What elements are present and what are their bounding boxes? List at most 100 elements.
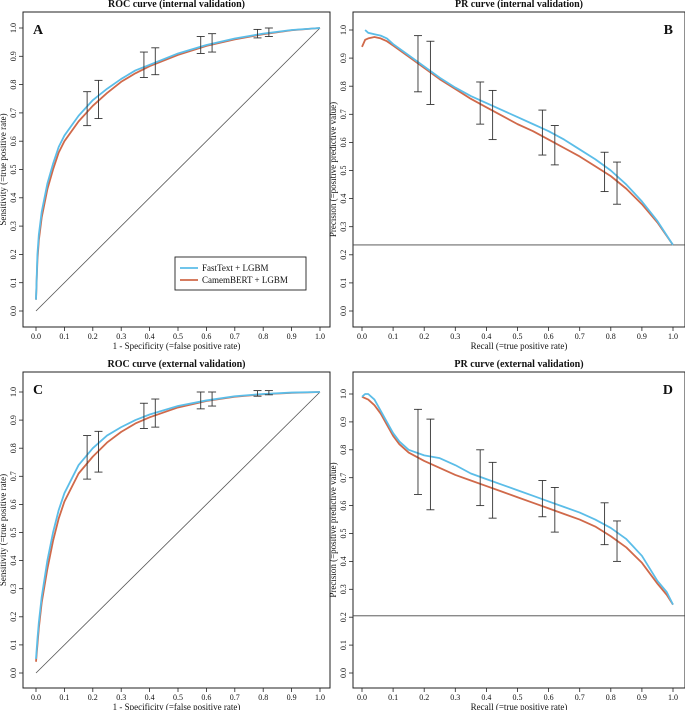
x-tick-label: 0.4 — [145, 693, 155, 702]
x-tick-label: 1.0 — [315, 332, 325, 341]
panel-letter: C — [33, 383, 43, 398]
y-tick-label: 0.4 — [339, 556, 348, 566]
panel-title: ROC curve (external validation) — [107, 359, 245, 370]
error-bar — [139, 51, 148, 78]
panel-a: ROC curve (internal validation) A 0.0 0.1 0.… — [0, 0, 331, 351]
x-tick-label: 0.7 — [230, 693, 240, 702]
x-tick-label: 0.8 — [258, 332, 268, 341]
legend-label: CamemBERT + LGBM — [202, 275, 288, 285]
y-tick-label: 0.3 — [339, 584, 348, 594]
x-tick-label: 0.7 — [230, 332, 240, 341]
y-tick-label: 0.5 — [9, 528, 18, 538]
series-line-fasttext-lgbm — [364, 29, 674, 246]
x-tick-label: 0.9 — [637, 693, 647, 702]
x-tick-label: 0.3 — [450, 332, 460, 341]
y-tick-label: 0.0 — [9, 306, 18, 316]
y-tick-label: 0.8 — [339, 81, 348, 91]
y-tick-label: 0.9 — [339, 417, 348, 427]
x-tick-label: 0.8 — [606, 693, 616, 702]
series-line-fasttext-lgbm — [35, 27, 321, 300]
y-tick-label: 1.0 — [9, 23, 18, 33]
series-line-camembert-lgbm — [361, 395, 674, 606]
y-tick-label: 0.5 — [339, 529, 348, 539]
x-tick-label: 0.8 — [606, 332, 616, 341]
x-tick-label: 0.1 — [388, 332, 398, 341]
error-bar — [488, 461, 497, 519]
x-tick-label: 0.0 — [357, 332, 367, 341]
error-bar — [83, 435, 92, 480]
error-bar — [413, 408, 422, 495]
x-axis-label: 1 - Specificity (=false positive rate) — [113, 341, 241, 351]
panel-title: PR curve (internal validation) — [455, 0, 583, 10]
error-bar — [208, 33, 217, 53]
panel-letter: B — [664, 23, 673, 38]
x-tick-label: 0.0 — [31, 693, 41, 702]
error-bar — [94, 79, 103, 120]
y-tick-label: 0.4 — [9, 556, 18, 566]
y-tick-label: 0.0 — [339, 668, 348, 678]
error-bar — [600, 502, 609, 546]
error-bar — [151, 398, 160, 428]
error-bar — [94, 430, 103, 473]
error-bar — [196, 36, 205, 54]
y-tick-label: 0.2 — [339, 612, 348, 622]
y-tick-label: 0.9 — [339, 53, 348, 63]
x-tick-label: 1.0 — [315, 693, 325, 702]
series-line-camembert-lgbm — [361, 36, 674, 246]
y-tick-label: 1.0 — [339, 25, 348, 35]
y-tick-label: 0.3 — [339, 222, 348, 232]
x-tick-label: 0.4 — [145, 332, 155, 341]
series-line-fasttext-lgbm — [35, 391, 321, 660]
x-axis-label: Recall (=true positive rate) — [471, 702, 568, 710]
error-bar — [151, 47, 160, 76]
y-tick-label: 0.8 — [9, 443, 18, 453]
y-tick-label: 0.4 — [339, 194, 348, 204]
y-tick-label: 0.4 — [9, 193, 18, 203]
legend-label: FastText + LGBM — [202, 263, 268, 273]
chance-diagonal — [35, 391, 321, 674]
y-tick-label: 0.6 — [9, 136, 18, 146]
error-bar — [253, 390, 262, 397]
x-tick-label: 0.8 — [258, 693, 268, 702]
x-tick-label: 0.4 — [481, 332, 491, 341]
x-tick-label: 0.0 — [357, 693, 367, 702]
error-bar — [413, 35, 422, 93]
error-bar — [476, 81, 485, 125]
error-bar — [538, 109, 547, 156]
y-tick-label: 0.2 — [339, 250, 348, 260]
y-tick-label: 0.8 — [339, 445, 348, 455]
y-axis-label: Precision (=positive predictive value) — [328, 462, 338, 597]
y-tick-label: 0.1 — [9, 278, 18, 288]
y-tick-label: 0.6 — [339, 501, 348, 511]
x-tick-label: 0.1 — [59, 332, 69, 341]
y-tick-label: 0.0 — [339, 306, 348, 316]
error-bar — [550, 487, 559, 533]
y-tick-label: 0.1 — [339, 640, 348, 650]
plot-frame — [22, 371, 331, 689]
x-tick-label: 0.1 — [59, 693, 69, 702]
error-bar — [196, 391, 205, 410]
panel-letter: D — [663, 383, 673, 398]
panel-title: ROC curve (internal validation) — [108, 0, 245, 10]
y-tick-label: 0.3 — [9, 584, 18, 594]
x-tick-label: 0.5 — [513, 332, 523, 341]
y-tick-label: 0.9 — [9, 415, 18, 425]
error-bar — [600, 151, 609, 193]
plot-frame — [352, 11, 685, 328]
x-tick-label: 0.1 — [388, 693, 398, 702]
y-tick-label: 1.0 — [339, 389, 348, 399]
y-tick-label: 0.6 — [9, 499, 18, 509]
x-tick-label: 0.2 — [419, 693, 429, 702]
x-tick-label: 0.6 — [201, 332, 211, 341]
y-tick-label: 0.7 — [339, 109, 348, 119]
x-tick-label: 0.5 — [513, 693, 523, 702]
x-tick-label: 0.6 — [201, 693, 211, 702]
error-bar — [426, 418, 435, 511]
y-tick-label: 0.5 — [9, 165, 18, 175]
error-bar — [476, 449, 485, 507]
x-tick-label: 0.5 — [173, 332, 183, 341]
x-tick-label: 0.3 — [450, 693, 460, 702]
error-bar — [264, 390, 273, 396]
